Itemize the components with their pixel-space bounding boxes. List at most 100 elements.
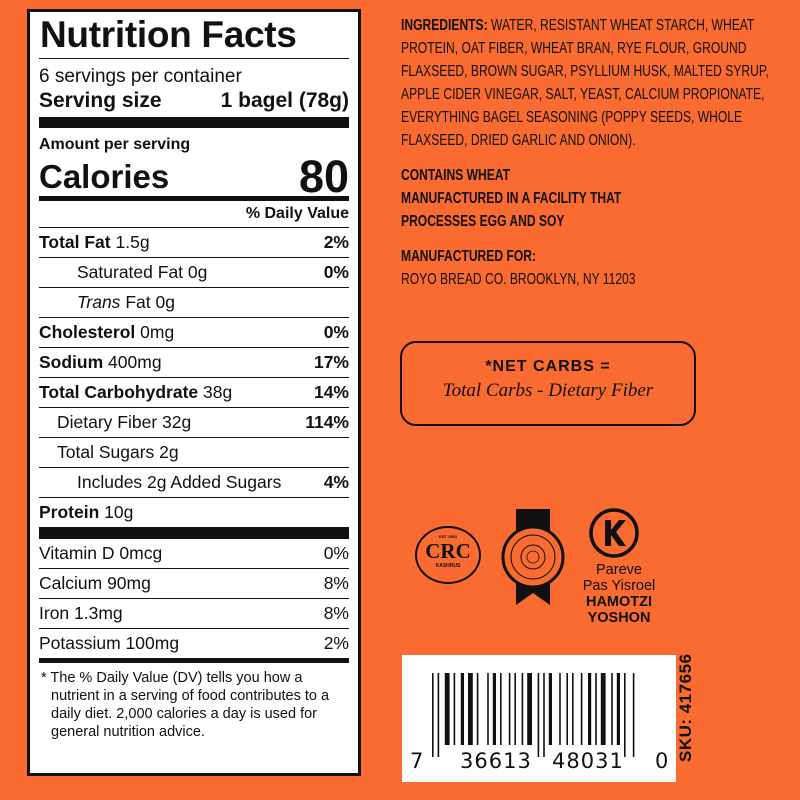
ingredients-text: WATER, RESISTANT WHEAT STARCH, WHEAT PRO… — [401, 17, 769, 149]
barcode-bar — [444, 673, 450, 745]
calories-label: Calories — [39, 158, 170, 195]
crc-kashrus: KASHRUS — [435, 563, 461, 569]
barcode-bar — [432, 673, 434, 757]
net-carbs-box: *NET CARBS = Total Carbs - Dietary Fiber — [400, 341, 696, 426]
barcode-bar — [460, 673, 464, 745]
vitamin-pct: 8% — [323, 603, 349, 623]
ok-line: Pareve — [596, 562, 642, 578]
nutrient-row: Protein 10g — [39, 498, 349, 527]
nutrient-pct: 14% — [313, 382, 349, 402]
barcode-bar — [514, 673, 516, 745]
ok-kosher-text: Pareve Pas Yisroel HAMOTZI YOSHON — [574, 562, 664, 626]
servings-per-container: 6 servings per container — [39, 66, 242, 87]
manufacturer-label: MANUFACTURED FOR: — [401, 248, 537, 265]
barcode-bar — [624, 673, 626, 757]
vitamin-label: Vitamin D 0mcg — [39, 543, 163, 563]
kosher-seal-logo — [501, 509, 565, 605]
divider — [39, 196, 349, 201]
ingredients-section: INGREDIENTS: WATER, RESISTANT WHEAT STAR… — [401, 14, 781, 291]
nutrient-pct: 0% — [323, 262, 349, 282]
ingredients-label: INGREDIENTS: — [401, 17, 488, 34]
vitamin-row: Potassium 100mg 2% — [39, 629, 349, 658]
barcode-bar — [487, 673, 489, 745]
vitamin-row: Iron 1.3mg 8% — [39, 599, 349, 629]
nutrient-row: Cholesterol 0mg 0% — [39, 318, 349, 348]
nutrient-label: Total Sugars 2g — [57, 442, 179, 462]
barcode-bar — [580, 673, 583, 745]
ok-line: Pas Yisroel — [582, 578, 656, 594]
vitamin-pct: 8% — [323, 573, 349, 593]
calories-value: 80 — [298, 151, 349, 202]
nutrient-row: Saturated Fat 0g 0% — [39, 258, 349, 288]
ok-line: HAMOTZI — [585, 594, 653, 610]
nutrient-label: Includes 2g Added Sugars — [77, 472, 282, 492]
nutrient-label: Dietary Fiber 32g — [57, 412, 192, 432]
vitamin-label: Potassium 100mg — [39, 633, 180, 653]
barcode-digits-right: 48031 — [552, 749, 624, 773]
calories-row: Calories 80 — [39, 151, 349, 202]
barcode-bar — [616, 673, 620, 745]
vitamin-label: Calcium 90mg — [39, 573, 151, 593]
barcode-bar — [468, 673, 473, 745]
nutrition-facts-panel: Nutrition Facts 6 servings per container… — [27, 9, 361, 776]
serving-size: Serving size 1 bagel (78g) — [39, 89, 349, 113]
nutrient-pct: 114% — [305, 412, 349, 432]
nutrient-pct: 17% — [313, 352, 349, 372]
barcode-bar — [566, 673, 568, 745]
divider — [39, 527, 349, 539]
crc-est: EST 1953 — [439, 534, 457, 539]
vitamin-row: Calcium 90mg 8% — [39, 569, 349, 599]
crc-text: CRC — [425, 539, 471, 563]
daily-value-header: % Daily Value — [39, 201, 349, 228]
nutrient-pct: 4% — [323, 472, 349, 492]
vitamin-pct: 0% — [323, 543, 349, 563]
nutrient-row: Includes 2g Added Sugars 4% — [39, 468, 349, 498]
barcode-digit: 7 — [410, 749, 425, 773]
footnote: * The % Daily Value (DV) tells you how a… — [39, 663, 349, 741]
contains-statement: CONTAINS WHEAT — [401, 167, 511, 184]
barcode-bar — [508, 673, 511, 745]
barcode-bars — [432, 673, 635, 757]
barcode-bar — [437, 673, 440, 757]
allergens: CONTAINS WHEAT MANUFACTURED IN A FACILIT… — [401, 164, 783, 233]
nutrient-label: Total Carbohydrate 38g — [39, 382, 233, 402]
barcode-bar — [595, 673, 597, 745]
divider — [39, 658, 349, 663]
barcode-digit: 0 — [655, 749, 670, 773]
vitamin-row: Vitamin D 0mcg 0% — [39, 539, 349, 569]
nutrient-row: Total Fat 1.5g 2% — [39, 228, 349, 258]
barcode-bar — [500, 673, 502, 745]
barcode-bar — [611, 673, 613, 745]
barcode-bar — [600, 673, 606, 745]
barcode-bar — [521, 673, 524, 745]
nutrient-label: Trans Fat 0g — [77, 292, 175, 312]
nutrient-label: Saturated Fat 0g — [77, 262, 208, 282]
barcode-bar — [527, 673, 532, 745]
serving-size-label: Serving size — [39, 89, 162, 112]
nutrient-row: Sodium 400mg 17% — [39, 348, 349, 378]
nutrient-label: Sodium 400mg — [39, 352, 162, 372]
vitamin-pct: 2% — [323, 633, 349, 653]
crc-kashrus-logo: EST 1953 CRC KASHRUS — [415, 526, 481, 584]
ingredients: INGREDIENTS: WATER, RESISTANT WHEAT STAR… — [401, 14, 783, 152]
net-carbs-formula: Total Carbs - Dietary Fiber — [442, 380, 654, 401]
barcode-digits-left: 36613 — [460, 749, 532, 773]
barcode-bar — [543, 673, 545, 757]
serving-size-value: 1 bagel (78g) — [220, 89, 349, 112]
net-carbs-title: *NET CARBS = — [485, 358, 611, 375]
ok-kosher-icon — [589, 508, 639, 558]
manufacturer-value: ROYO BREAD CO. BROOKLYN, NY 11203 — [401, 271, 636, 288]
manufacturer: MANUFACTURED FOR: ROYO BREAD CO. BROOKLY… — [401, 245, 783, 291]
amount-per-serving: Amount per serving — [39, 136, 191, 153]
nutrient-row: Dietary Fiber 32g 114% — [39, 408, 349, 438]
nutrient-label: Cholesterol 0mg — [39, 322, 175, 342]
divider — [39, 117, 349, 128]
nutrient-pct: 0% — [323, 322, 349, 342]
nutrient-row: Total Sugars 2g — [39, 438, 349, 468]
barcode-bar — [588, 673, 592, 745]
nutrient-label: Protein 10g — [39, 502, 134, 522]
sku-label: SKU: 417656 — [676, 653, 695, 762]
nutrient-row: Total Carbohydrate 38g 14% — [39, 378, 349, 408]
barcode-bar — [632, 673, 635, 757]
footnote-text: * The % Daily Value (DV) tells you how a… — [41, 670, 330, 740]
